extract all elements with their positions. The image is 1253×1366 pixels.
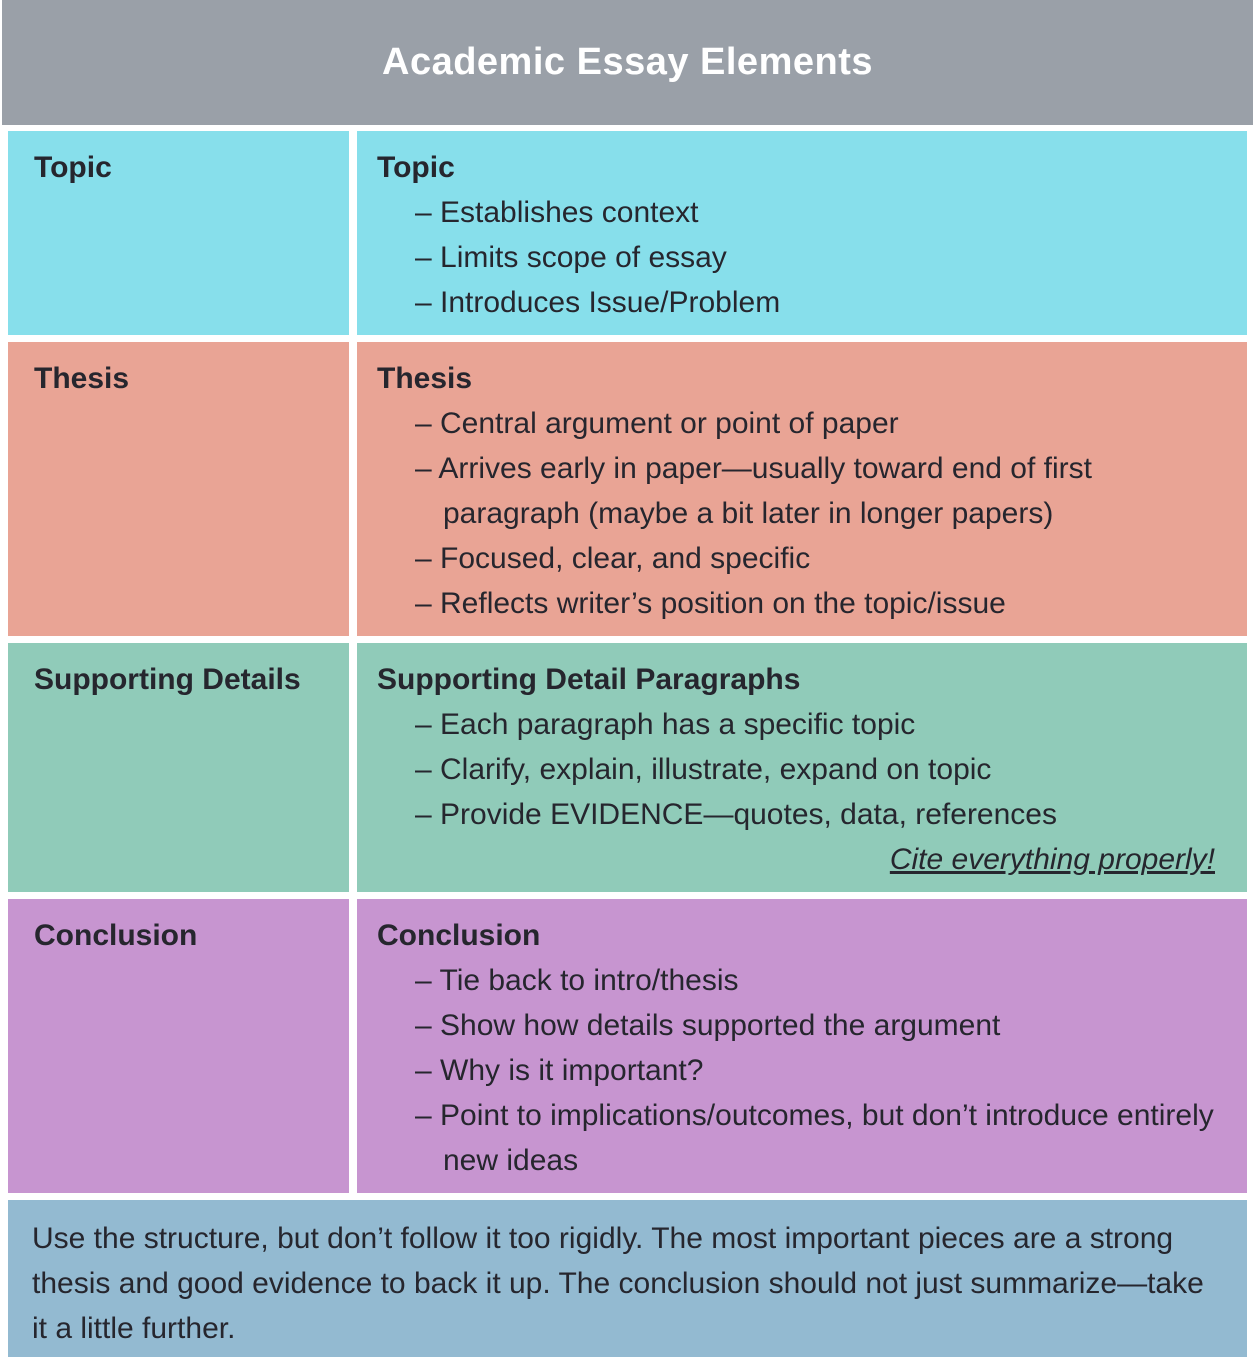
bullet-item: – Reflects writer’s position on the topi… [415,587,1006,620]
row-label-cell: Conclusion [8,899,349,1193]
row-note: Cite everything properly! [889,843,1215,876]
bullet-item: – Show how details supported the argumen… [415,1009,1001,1042]
bullet-list: – Establishes context – Limits scope of e… [377,190,1217,325]
bullet-item: – Tie back to intro/thesis [415,964,739,997]
footer-note: Use the structure, but don’t follow it t… [8,1200,1247,1357]
row-content-cell: Thesis – Central argument or point of pa… [357,342,1247,636]
bullet-item: – Each paragraph has a specific topic [415,708,916,741]
bullet-item: – Provide EVIDENCE—quotes, data, referen… [415,798,1057,831]
table-row: Conclusion Conclusion – Tie back to intr… [8,899,1247,1193]
row-content-cell: Topic – Establishes context – Limits scop… [357,131,1247,335]
bullet-list: – Each paragraph has a specific topic – C… [377,702,1217,837]
bullet-item: – Clarify, explain, illustrate, expand o… [415,753,992,786]
row-label-cell: Thesis [8,342,349,636]
bullet-list: – Tie back to intro/thesis – Show how det… [377,958,1217,1183]
row-heading: Conclusion [377,919,541,952]
bullet-item: – Point to implications/outcomes, but do… [415,1099,1214,1177]
row-label-cell: Topic [8,131,349,335]
bullet-list: – Central argument or point of paper – Ar… [377,401,1217,626]
header-banner: Academic Essay Elements [2,0,1253,125]
table-row: Thesis Thesis – Central argument or poin… [8,342,1247,636]
row-label: Thesis [34,362,130,395]
bullet-item: – Establishes context [415,196,699,229]
bullet-item: – Limits scope of essay [415,241,727,274]
bullet-item: – Focused, clear, and specific [415,542,811,575]
row-label-cell: Supporting Details [8,643,349,892]
row-heading: Thesis [377,362,473,395]
page-title: Academic Essay Elements [382,41,873,83]
row-content-cell: Supporting Detail Paragraphs – Each para… [357,643,1247,892]
bullet-item: – Central argument or point of paper [415,407,899,440]
bullet-item: – Introduces Issue/Problem [415,286,781,319]
row-label: Supporting Details [34,663,301,696]
table-row: Topic Topic – Establishes context – Limit… [8,131,1247,335]
rows: Topic Topic – Establishes context – Limit… [8,131,1247,1193]
row-content-cell: Conclusion – Tie back to intro/thesis – S… [357,899,1247,1193]
table-row: Supporting Details Supporting Detail Par… [8,643,1247,892]
bullet-item: – Arrives early in paper—usually toward … [415,452,1092,530]
bullet-item: – Why is it important? [415,1054,704,1087]
row-heading: Topic [377,151,455,184]
row-label: Conclusion [34,919,198,952]
row-heading: Supporting Detail Paragraphs [377,663,801,696]
row-label: Topic [34,151,112,184]
